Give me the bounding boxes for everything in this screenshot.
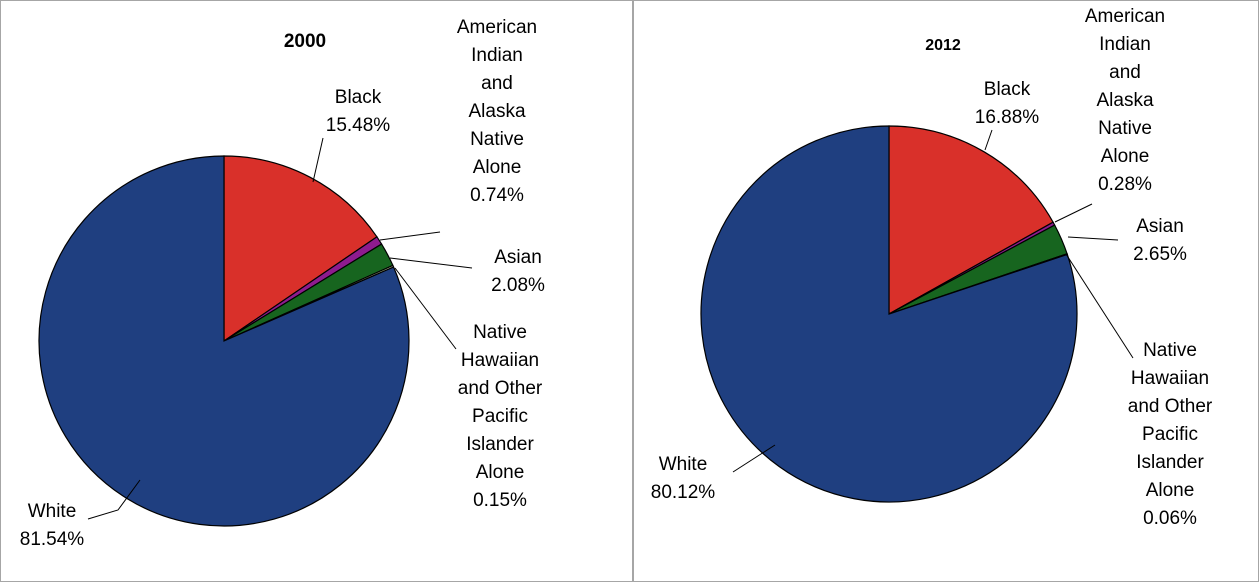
value-label: 16.88% <box>975 107 1040 128</box>
value-label: 0.28% <box>1098 174 1152 195</box>
leader-line <box>1054 203 1093 223</box>
leader-line <box>312 137 324 183</box>
leader-line <box>379 231 441 241</box>
slice-label: Asian <box>494 247 542 268</box>
leader-line <box>87 479 141 520</box>
value-label: 0.15% <box>473 490 527 511</box>
value-label: 15.48% <box>326 115 391 136</box>
pie-slice <box>38 155 410 527</box>
leader-line <box>1065 253 1134 359</box>
pie-slice <box>888 125 1054 316</box>
leader-line <box>732 444 776 473</box>
slice-label: American Indian and Alaska Native Alone <box>457 17 537 178</box>
slice-label: Asian <box>1136 216 1184 237</box>
value-label: 0.74% <box>470 185 524 206</box>
leader-line <box>389 257 473 269</box>
slice-label: Black <box>335 87 382 108</box>
leader-line <box>394 267 457 350</box>
value-label: 2.08% <box>491 275 545 296</box>
chart-title: 2012 <box>925 37 961 54</box>
slice-label: Native Hawaiian and Other Pacific Islander Al… <box>1128 340 1213 501</box>
value-label: 2.65% <box>1133 244 1187 265</box>
chart-title: 2000 <box>284 31 326 52</box>
pie-slice <box>223 155 378 343</box>
value-label: 81.54% <box>20 529 85 550</box>
value-label: 80.12% <box>651 482 716 503</box>
value-label: 0.06% <box>1143 508 1197 529</box>
slice-label: Native Hawaiian and Other Pacific Islander Al… <box>458 322 543 483</box>
leader-line <box>984 129 993 151</box>
slice-label: American Indian and Alaska Native Alone <box>1085 6 1165 167</box>
slice-label: White <box>659 454 708 475</box>
pie-slice <box>700 125 1078 503</box>
leader-line <box>1067 236 1119 241</box>
slice-label: Black <box>984 79 1031 100</box>
slice-label: White <box>28 501 77 522</box>
